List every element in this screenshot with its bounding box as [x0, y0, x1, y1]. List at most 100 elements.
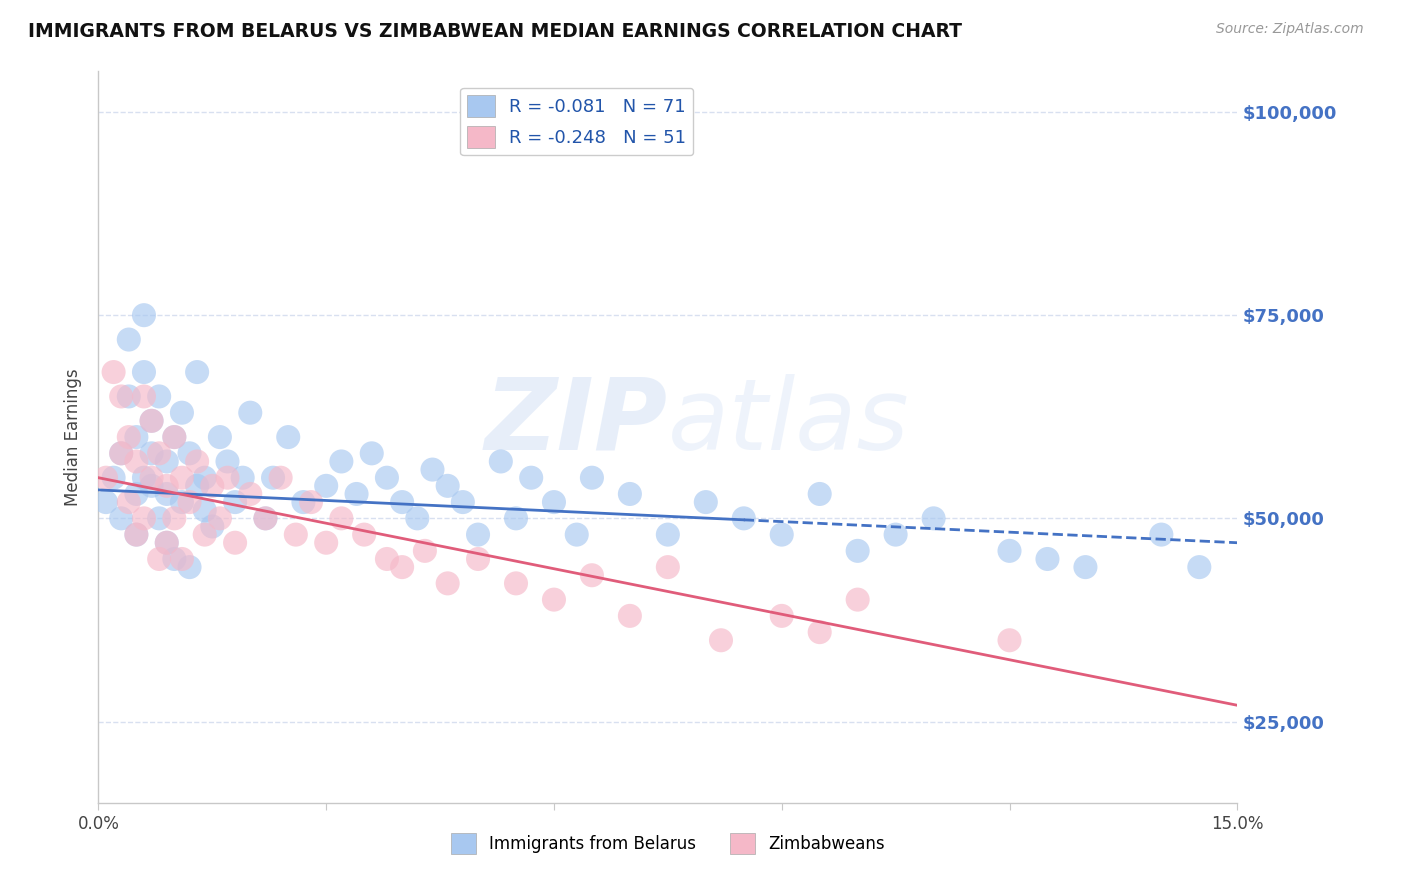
Point: [770, 527, 793, 541]
Point: [110, 446, 132, 460]
Point: [170, 495, 193, 509]
Point: [110, 511, 132, 525]
Point: [132, 471, 155, 485]
Point: [299, 495, 322, 509]
Point: [657, 527, 679, 541]
Point: [163, 552, 186, 566]
Point: [217, 454, 239, 468]
Point: [132, 511, 155, 525]
Point: [125, 430, 148, 444]
Text: ZIP: ZIP: [485, 374, 668, 471]
Point: [391, 495, 413, 509]
Point: [657, 560, 679, 574]
Point: [148, 552, 170, 566]
Point: [1188, 560, 1211, 574]
Point: [413, 544, 436, 558]
Point: [505, 576, 527, 591]
Point: [375, 552, 398, 566]
Point: [170, 406, 193, 420]
Point: [808, 625, 831, 640]
Point: [998, 633, 1021, 648]
Point: [148, 446, 170, 460]
Point: [141, 446, 163, 460]
Point: [391, 560, 413, 574]
Point: [170, 471, 193, 485]
Point: [467, 527, 489, 541]
Point: [224, 495, 246, 509]
Point: [846, 544, 869, 558]
Point: [884, 527, 907, 541]
Point: [330, 511, 353, 525]
Point: [254, 511, 277, 525]
Point: [375, 471, 398, 485]
Point: [103, 365, 125, 379]
Point: [118, 389, 141, 403]
Point: [619, 608, 641, 623]
Point: [125, 527, 148, 541]
Point: [141, 414, 163, 428]
Point: [141, 479, 163, 493]
Point: [208, 511, 231, 525]
Point: [353, 527, 375, 541]
Point: [194, 503, 217, 517]
Point: [118, 430, 141, 444]
Point: [733, 511, 755, 525]
Point: [808, 487, 831, 501]
Point: [156, 479, 179, 493]
Point: [156, 535, 179, 549]
Point: [1074, 560, 1097, 574]
Point: [118, 495, 141, 509]
Point: [179, 446, 201, 460]
Point: [118, 333, 141, 347]
Point: [125, 527, 148, 541]
Point: [224, 535, 246, 549]
Point: [125, 454, 148, 468]
Point: [1036, 552, 1059, 566]
Point: [148, 511, 170, 525]
Point: [110, 446, 132, 460]
Point: [156, 535, 179, 549]
Point: [770, 608, 793, 623]
Point: [505, 511, 527, 525]
Point: [436, 479, 458, 493]
Point: [239, 487, 262, 501]
Point: [94, 495, 117, 509]
Point: [360, 446, 382, 460]
Point: [141, 414, 163, 428]
Point: [103, 471, 125, 485]
Point: [94, 471, 117, 485]
Point: [186, 479, 208, 493]
Point: [922, 511, 945, 525]
Point: [156, 487, 179, 501]
Point: [565, 527, 588, 541]
Point: [262, 471, 284, 485]
Point: [422, 462, 444, 476]
Point: [110, 389, 132, 403]
Point: [292, 495, 315, 509]
Y-axis label: Median Earnings: Median Earnings: [65, 368, 83, 506]
Legend: Immigrants from Belarus, Zimbabweans: Immigrants from Belarus, Zimbabweans: [444, 827, 891, 860]
Point: [451, 495, 474, 509]
Point: [543, 495, 565, 509]
Point: [125, 487, 148, 501]
Point: [194, 471, 217, 485]
Point: [695, 495, 717, 509]
Point: [163, 430, 186, 444]
Point: [148, 389, 170, 403]
Point: [186, 454, 208, 468]
Point: [132, 308, 155, 322]
Point: [208, 430, 231, 444]
Text: IMMIGRANTS FROM BELARUS VS ZIMBABWEAN MEDIAN EARNINGS CORRELATION CHART: IMMIGRANTS FROM BELARUS VS ZIMBABWEAN ME…: [28, 22, 962, 41]
Point: [217, 471, 239, 485]
Point: [201, 479, 224, 493]
Point: [330, 454, 353, 468]
Point: [846, 592, 869, 607]
Point: [179, 560, 201, 574]
Point: [489, 454, 512, 468]
Point: [315, 479, 337, 493]
Point: [710, 633, 733, 648]
Point: [619, 487, 641, 501]
Point: [315, 535, 337, 549]
Point: [467, 552, 489, 566]
Point: [254, 511, 277, 525]
